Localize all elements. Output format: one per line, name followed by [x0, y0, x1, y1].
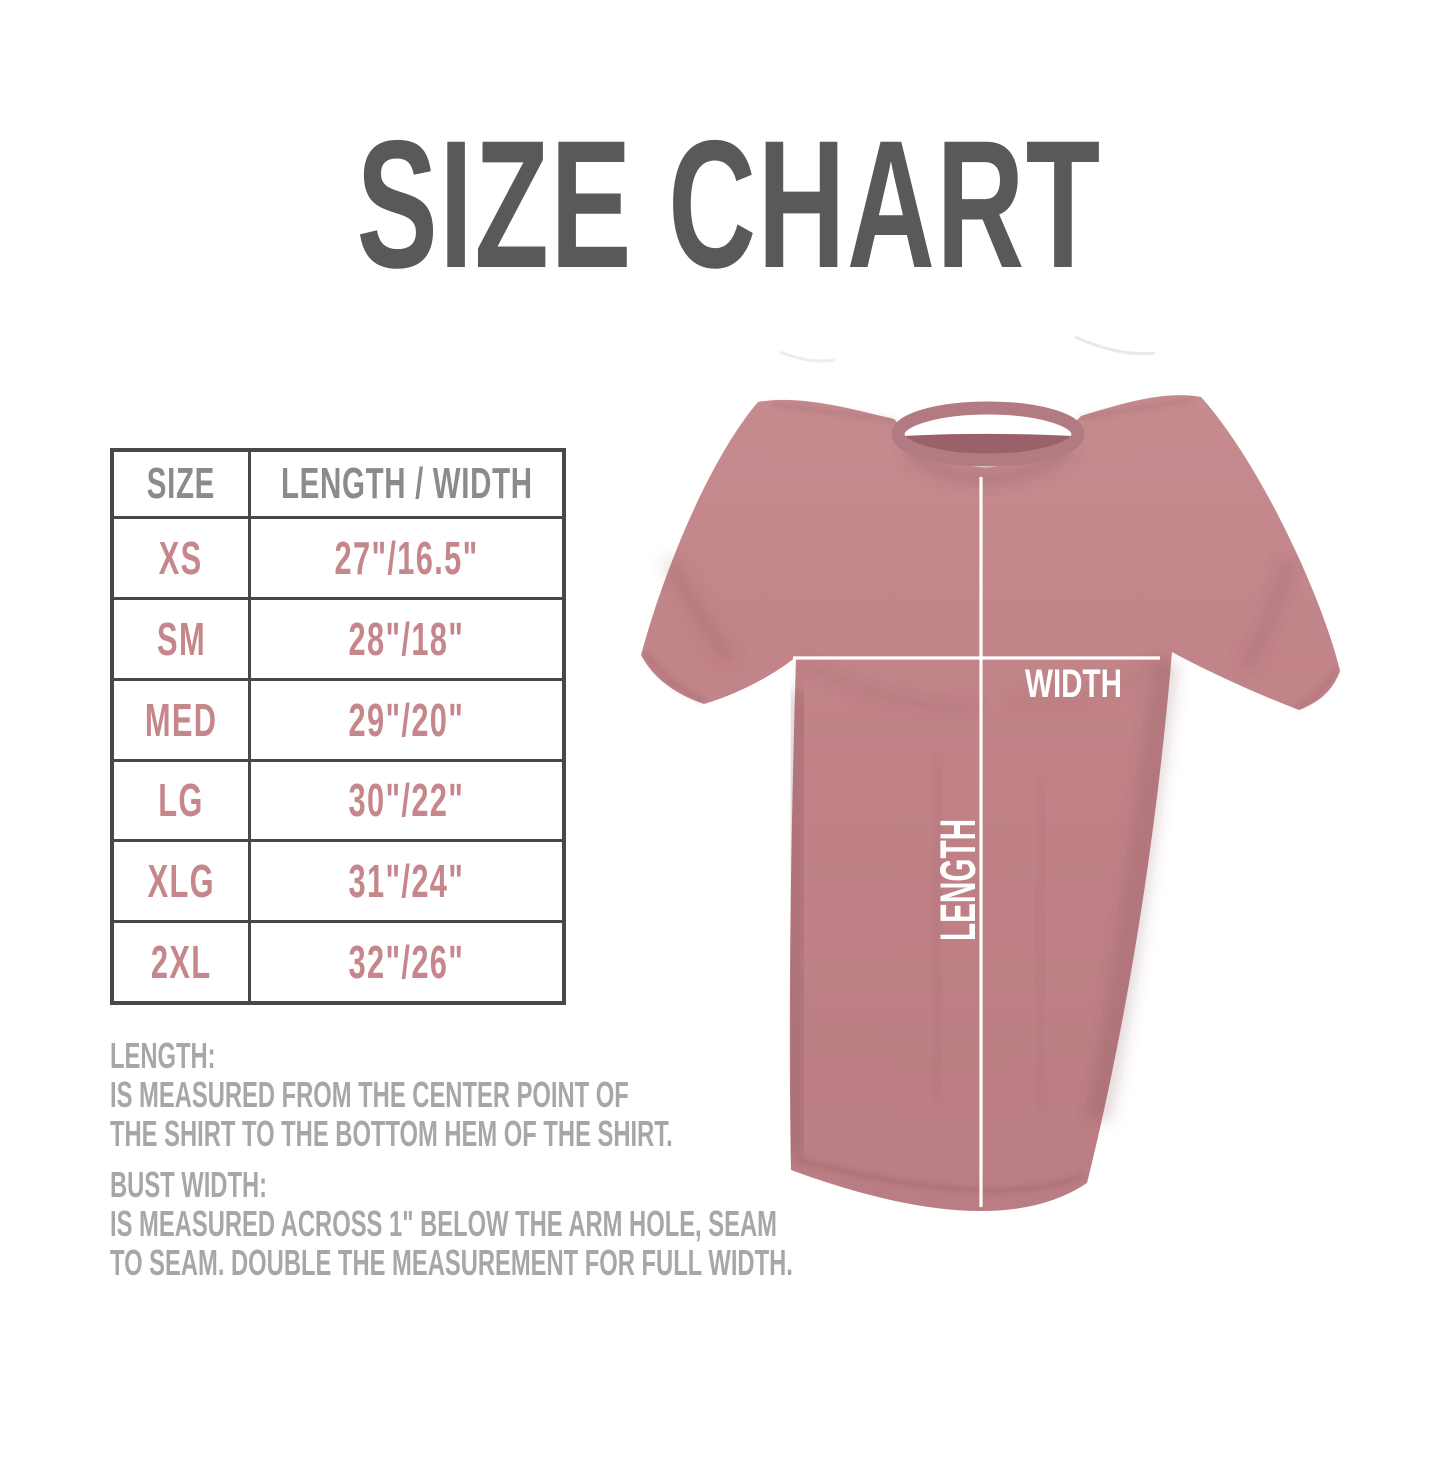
size-value: 2XL — [150, 936, 212, 989]
table-row-2xl-size: 2XL — [114, 920, 248, 1001]
table-row-xlg-measurement: 31"/24" — [248, 839, 562, 921]
size-value: LG — [158, 774, 204, 827]
bust-note-line2-text: TO SEAM. DOUBLE THE MEASUREMENT FOR FULL… — [110, 1242, 793, 1283]
table-row-lg-measurement: 30"/22" — [248, 758, 562, 840]
length-note-heading-text: LENGTH: — [110, 1035, 216, 1076]
page-title: SIZE CHART — [0, 113, 1445, 295]
size-value: MED — [144, 693, 218, 746]
width-label: WIDTH — [1025, 662, 1122, 706]
tshirt-seams — [643, 398, 1339, 1192]
measurement-value: 31"/24" — [348, 855, 465, 908]
bust-note-heading-text: BUST WIDTH: — [110, 1164, 268, 1205]
table-row-med-size: MED — [114, 677, 248, 759]
length-note-line1-text: IS MEASURED FROM THE CENTER POINT OF — [110, 1074, 629, 1115]
collar-band — [891, 401, 1085, 467]
tshirt-graphic: WIDTH LENGTH — [641, 335, 1340, 1212]
table-row-xs-measurement: 27"/16.5" — [248, 516, 562, 597]
size-value: SM — [156, 612, 206, 665]
table-row-2xl-measurement: 32"/26" — [248, 920, 562, 1001]
table-row-med-measurement: 29"/20" — [248, 677, 562, 759]
measurement-value: 28"/18" — [348, 612, 465, 665]
table-header-measurement: LENGTH / WIDTH — [248, 452, 562, 516]
length-label: LENGTH — [930, 819, 986, 941]
size-value: XS — [159, 531, 203, 584]
measurement-value: 29"/20" — [348, 693, 465, 746]
table-row-sm-measurement: 28"/18" — [248, 596, 562, 678]
length-note-line1: IS MEASURED FROM THE CENTER POINT OF — [110, 1075, 750, 1114]
measurement-value: 32"/26" — [348, 936, 465, 989]
size-value: XLG — [147, 855, 215, 908]
tshirt-body — [641, 395, 1340, 1212]
size-table: SIZE LENGTH / WIDTH XS 27"/16.5" SM 28"/… — [110, 448, 566, 1005]
table-header-measurement-label: LENGTH / WIDTH — [280, 459, 533, 508]
length-note-heading: LENGTH: — [110, 1036, 750, 1075]
measurement-value: 27"/16.5" — [334, 531, 479, 584]
table-row-xs-size: XS — [114, 516, 248, 597]
bust-note-line2: TO SEAM. DOUBLE THE MEASUREMENT FOR FULL… — [110, 1243, 793, 1282]
length-note-line2: THE SHIRT TO THE BOTTOM HEM OF THE SHIRT… — [110, 1114, 750, 1153]
measurement-value: 30"/22" — [348, 774, 465, 827]
table-header-size: SIZE — [114, 452, 248, 516]
table-row-lg-size: LG — [114, 758, 248, 840]
bust-note-line1-text: IS MEASURED ACROSS 1" BELOW THE ARM HOLE… — [110, 1203, 777, 1244]
table-row-sm-size: SM — [114, 596, 248, 678]
bust-note-heading: BUST WIDTH: — [110, 1165, 750, 1204]
tshirt-collar — [891, 401, 1085, 467]
photo-artifact — [1074, 335, 1156, 356]
tshirt-shading — [660, 445, 1298, 1159]
tshirt-diagram: WIDTH LENGTH — [600, 325, 1400, 1275]
measurement-notes: LENGTH: IS MEASURED FROM THE CENTER POIN… — [110, 1036, 793, 1282]
page-title-text: SIZE CHART — [355, 102, 1102, 306]
photo-artifact — [779, 350, 836, 363]
table-header-size-label: SIZE — [146, 459, 216, 508]
table-row-xlg-size: XLG — [114, 839, 248, 920]
bust-note-line1: IS MEASURED ACROSS 1" BELOW THE ARM HOLE… — [110, 1204, 777, 1243]
length-note-line2-text: THE SHIRT TO THE BOTTOM HEM OF THE SHIRT… — [110, 1113, 673, 1154]
